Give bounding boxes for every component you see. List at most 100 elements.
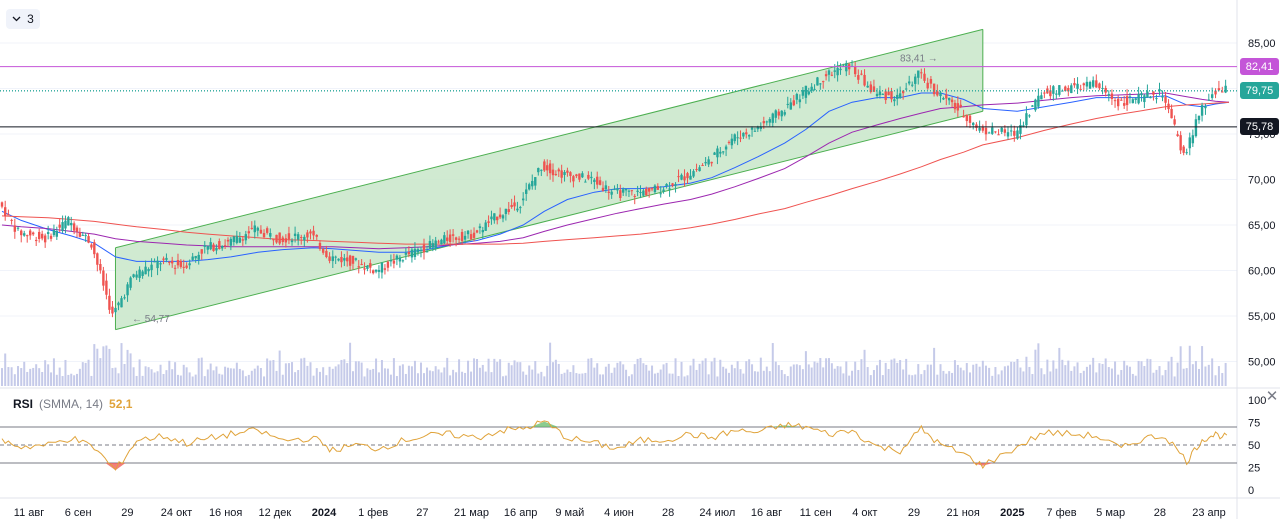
candle-body xyxy=(1107,94,1111,96)
candle-body xyxy=(31,232,35,235)
candle-body xyxy=(1076,83,1079,89)
time-tick-label: 21 ноя xyxy=(946,507,979,519)
rsi-legend[interactable]: RSI (SMMA, 14) 52,1 xyxy=(13,397,132,411)
candle-body xyxy=(466,230,470,235)
candle-body xyxy=(413,248,417,257)
candle-body xyxy=(659,193,662,195)
candle-body xyxy=(1049,90,1052,97)
volume-bar xyxy=(1149,359,1152,386)
candle-body xyxy=(188,263,191,266)
candle-body xyxy=(804,85,808,98)
volume-bar xyxy=(1117,374,1120,386)
volume-bar xyxy=(398,365,401,386)
candle-body xyxy=(587,174,590,179)
volume-bar xyxy=(510,365,513,386)
rsi-params: (SMMA, 14) xyxy=(39,397,104,411)
candle-body xyxy=(513,202,516,207)
volume-bar xyxy=(563,372,566,386)
volume-bar xyxy=(487,358,490,386)
candle-body xyxy=(348,255,352,266)
volume-bar xyxy=(1176,362,1179,386)
volume-bar xyxy=(440,372,443,386)
volume-bar xyxy=(1028,366,1031,386)
candle-body xyxy=(472,232,476,238)
candle-body xyxy=(200,249,203,254)
candle-body xyxy=(1152,91,1155,95)
volume-bar xyxy=(972,364,975,386)
volume-bar xyxy=(428,370,431,386)
volume-bar xyxy=(380,359,383,386)
candle-body xyxy=(956,103,960,111)
volume-bar xyxy=(825,358,828,386)
candle-body xyxy=(395,255,399,260)
volume-bar xyxy=(159,364,162,386)
candle-body xyxy=(1179,135,1182,151)
candle-body xyxy=(448,234,452,242)
candle-body xyxy=(141,271,144,276)
candle-body xyxy=(780,110,783,117)
candle-body xyxy=(947,97,951,101)
volume-bar xyxy=(557,363,560,386)
volume-bar xyxy=(549,342,552,386)
volume-bar xyxy=(587,358,590,386)
axes: 85,0080,0075,0070,0065,0060,0055,0050,00… xyxy=(14,38,1276,519)
candle-body xyxy=(540,169,543,171)
volume-bar xyxy=(1046,359,1049,386)
volume-bar xyxy=(263,376,266,386)
candle-body xyxy=(942,98,945,100)
candle-body xyxy=(501,215,505,219)
volume-bar xyxy=(1179,346,1182,386)
candle-body xyxy=(801,90,805,96)
candle-body xyxy=(507,209,510,213)
volume-bar xyxy=(300,358,303,386)
candle-body xyxy=(1210,94,1214,98)
time-tick-label: 24 окт xyxy=(161,507,192,519)
time-tick-label: 21 мар xyxy=(454,507,489,519)
volume-bar xyxy=(197,358,200,386)
horizontal-lines[interactable] xyxy=(0,66,1237,128)
candle-body xyxy=(401,260,405,262)
candle-body xyxy=(1182,146,1185,153)
candle-body xyxy=(366,265,369,269)
volume-bar xyxy=(401,364,404,386)
volume-bar xyxy=(392,358,395,386)
candle-body xyxy=(303,236,306,241)
volume-bar xyxy=(1052,360,1055,386)
candle-body xyxy=(665,183,668,187)
candle-body xyxy=(554,173,558,175)
candle-body xyxy=(736,137,739,139)
volume-bar xyxy=(1155,369,1158,386)
close-icon[interactable]: ✕ xyxy=(1265,388,1279,405)
candle-body xyxy=(668,188,671,190)
volume-bar xyxy=(206,369,209,386)
volume-bar xyxy=(1224,362,1227,386)
rsi-tick-label: 100 xyxy=(1248,395,1266,407)
candle-body xyxy=(129,277,132,288)
volume-bar xyxy=(1043,374,1046,386)
volume-bar xyxy=(165,370,168,386)
candle-body xyxy=(147,269,150,272)
candle-body xyxy=(1224,85,1227,93)
volume-bar xyxy=(513,360,516,386)
volume-bar xyxy=(1194,361,1197,386)
volume-bar xyxy=(224,366,227,386)
candle-body xyxy=(975,124,978,128)
volume-bar xyxy=(135,375,138,386)
candle-body xyxy=(70,222,73,226)
pane-collapse-button[interactable]: 3 xyxy=(6,9,40,29)
volume-bar xyxy=(1082,370,1085,386)
price-badge: 82,41 xyxy=(1240,58,1279,76)
candle-body xyxy=(839,68,842,71)
volume-bar xyxy=(710,361,713,386)
volume-bar xyxy=(23,361,26,386)
candle-body xyxy=(833,70,836,72)
candle-body xyxy=(1037,95,1040,107)
volume-bar xyxy=(795,364,798,386)
volume-bar xyxy=(689,365,692,386)
volume-bar xyxy=(1016,358,1019,386)
candle-body xyxy=(893,99,896,102)
candle-body xyxy=(1091,80,1095,87)
volume-bar xyxy=(908,374,911,386)
volume-bar xyxy=(584,372,587,386)
